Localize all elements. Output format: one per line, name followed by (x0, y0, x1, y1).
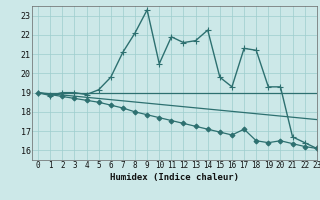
X-axis label: Humidex (Indice chaleur): Humidex (Indice chaleur) (110, 173, 239, 182)
